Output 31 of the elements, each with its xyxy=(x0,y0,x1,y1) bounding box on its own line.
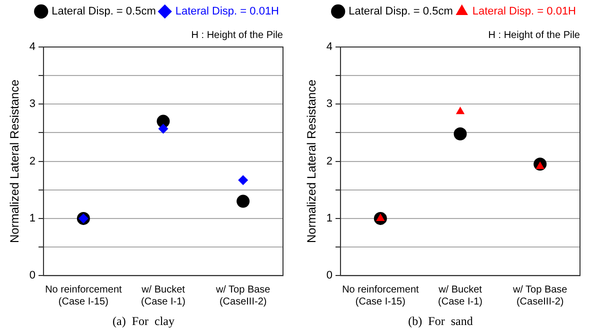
text: H : Height of the Pile xyxy=(191,30,284,41)
legend-label: Lateral Disp. = 0.01H xyxy=(472,6,576,18)
point xyxy=(238,175,248,186)
y-axis-title: Normalized Lateral Resistance xyxy=(8,79,22,244)
legend-label: Lateral Disp. = 0.01H xyxy=(175,6,280,18)
y-tick-label: 4 xyxy=(29,41,36,54)
y-tick-label: 0 xyxy=(326,270,333,282)
y-tick-label: 1 xyxy=(326,212,333,224)
x-tick-label: w/ Top Base (CaseIII-2) xyxy=(214,284,271,308)
x-tick-label: w/ Bucket (Case I-1) xyxy=(438,284,482,308)
text: H : Height of the Pile xyxy=(488,30,580,41)
text: (a) For clay xyxy=(112,314,174,328)
y-axis-title: Normalized Lateral Resistance xyxy=(304,79,319,244)
point xyxy=(454,127,467,140)
point xyxy=(236,194,250,208)
x-tick-label: No reinforcement (Case I-15) xyxy=(45,284,122,308)
legend-label: Lateral Disp. = 0.5cm xyxy=(348,6,453,18)
y-tick-label: 3 xyxy=(29,98,36,110)
y-tick-label: 0 xyxy=(29,270,36,282)
x-tick-label: w/ Top Base (CaseIII-2) xyxy=(512,284,568,308)
point xyxy=(456,106,465,114)
y-tick-label: 2 xyxy=(326,155,333,168)
legend-label: Lateral Disp. = 0.5cm xyxy=(52,6,156,18)
y-tick-label: 3 xyxy=(326,98,333,110)
point xyxy=(158,124,168,134)
x-tick-label: w/ Bucket (Case I-1) xyxy=(140,284,186,308)
y-tick-label: 1 xyxy=(29,212,36,224)
y-tick-label: 4 xyxy=(326,41,333,54)
x-tick-label: No reinforcement (Case I-15) xyxy=(342,284,419,308)
y-tick-label: 2 xyxy=(29,155,36,168)
text: (b) For sand xyxy=(408,314,473,328)
